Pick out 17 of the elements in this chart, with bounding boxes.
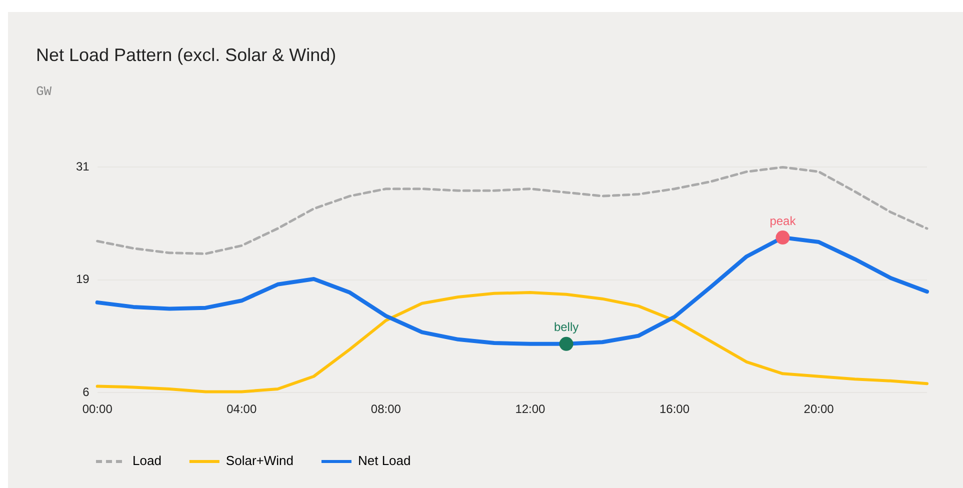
x-tick-label: 04:00 — [226, 402, 257, 416]
x-tick-label: 16:00 — [659, 402, 690, 416]
y-tick-label: 6 — [82, 384, 90, 399]
annotation: belly — [554, 320, 579, 334]
x-tick-label: 00:00 — [82, 402, 113, 416]
x-tick-label: 12:00 — [515, 402, 546, 416]
y-tick-label: 31 — [76, 160, 90, 174]
x-tick-label: 08:00 — [370, 402, 402, 416]
chart-subtitle: GW — [36, 84, 52, 99]
y-tick-label: 19 — [76, 272, 90, 286]
annotation: peak — [770, 214, 797, 228]
legend-label: Solar+Wind — [226, 453, 294, 468]
legend-label: Net Load — [358, 453, 411, 468]
legend-label: Load — [132, 453, 162, 468]
line-series — [96, 166, 928, 256]
x-tick-label: 20:00 — [804, 402, 834, 416]
chart-title: Net Load Pattern (excl. Solar & Wind) — [36, 45, 336, 66]
